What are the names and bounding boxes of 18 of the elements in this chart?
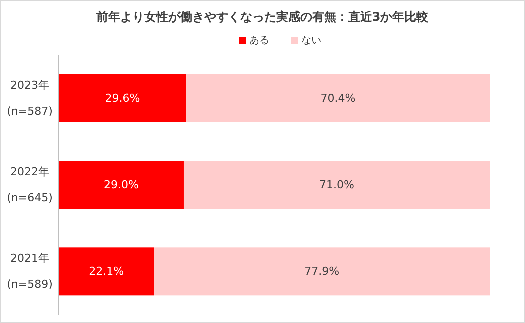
data-label: 22.1% (89, 265, 124, 278)
data-label: 77.9% (304, 265, 340, 278)
bar (59, 248, 154, 296)
bar (154, 248, 490, 296)
y-tick-label: 2023年 (n=587) (7, 78, 53, 118)
y-tick-label: 2022年 (n=645) (7, 166, 53, 204)
bar (186, 74, 490, 122)
data-label: 29.0% (104, 178, 139, 192)
data-label: 71.0% (320, 178, 354, 192)
bar (59, 74, 187, 122)
legend-label: ある (250, 36, 270, 46)
legend-label: ない (302, 36, 322, 46)
y-tick-label: 2021年 (n=589) (7, 252, 53, 292)
bar (184, 161, 490, 209)
chart-title: 前年より女性が働きやすくなった実感の有無：直近3か年比較 (95, 10, 430, 24)
data-label: 70.4% (320, 92, 356, 105)
data-label: 29.6% (105, 92, 140, 105)
bar (59, 161, 184, 209)
